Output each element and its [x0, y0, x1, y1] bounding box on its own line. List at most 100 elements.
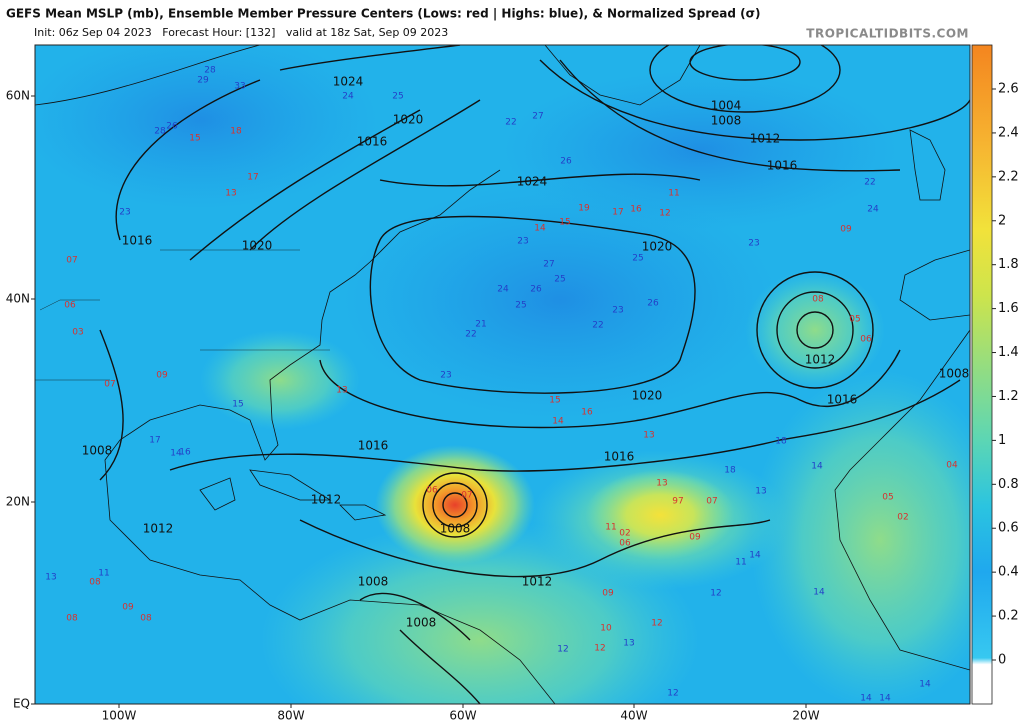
high-center: 14	[813, 588, 825, 598]
low-center: 02	[619, 529, 630, 539]
colorbar-label: 1.6	[998, 301, 1019, 316]
low-center: 09	[122, 603, 134, 613]
colorbar-label: 2.4	[998, 125, 1019, 140]
high-center: 26	[530, 285, 542, 295]
low-center: 16	[581, 408, 593, 418]
colorbar-label: 1	[998, 433, 1006, 448]
high-center: 17	[149, 436, 160, 446]
low-center: 08	[66, 614, 78, 624]
low-center: 06	[64, 301, 76, 311]
isobar-label: 1008	[440, 522, 471, 536]
high-center: 29	[197, 76, 209, 86]
isobar-label: 1008	[939, 367, 970, 381]
colorbar-label: 0.8	[998, 477, 1019, 492]
high-center: 13	[623, 639, 634, 649]
field-spread-high	[585, 470, 735, 560]
low-center: 17	[612, 208, 623, 218]
low-center: 12	[651, 619, 662, 629]
lat-label: EQ	[13, 697, 30, 711]
low-center: 08	[140, 614, 152, 624]
colorbar-label: 2.6	[998, 82, 1019, 97]
high-center: 13	[755, 487, 766, 497]
low-center: 11	[668, 189, 679, 199]
high-center: 24	[497, 285, 509, 295]
low-center: 14	[552, 417, 564, 427]
colorbar	[971, 44, 993, 705]
isobar-label: 1016	[357, 135, 388, 149]
subtitle: Init: 06z Sep 04 2023 Forecast Hour: [13…	[34, 26, 448, 39]
high-center: 22	[592, 321, 603, 331]
high-center: 24	[867, 205, 879, 215]
high-center: 26	[166, 122, 178, 132]
isobar-label: 1012	[522, 575, 553, 589]
high-center: 12	[557, 645, 568, 655]
colorbar-label: 0.4	[998, 565, 1019, 580]
isobar-label: 1012	[750, 132, 781, 146]
high-center: 25	[515, 301, 526, 311]
low-center: 18	[230, 127, 242, 137]
low-center: 15	[549, 396, 560, 406]
low-center: 15	[559, 218, 570, 228]
colorbar-label: 1.8	[998, 257, 1019, 272]
isobar-label: 1008	[711, 114, 742, 128]
low-center: 13	[336, 386, 347, 396]
high-center: 14	[170, 449, 182, 459]
low-center: 07	[706, 497, 717, 507]
isobar-label: 1020	[632, 389, 663, 403]
lat-label: 20N	[6, 495, 30, 509]
high-center: 14	[811, 462, 823, 472]
high-center: 23	[612, 306, 623, 316]
field-low-spread	[500, 70, 900, 230]
lon-label: 40W	[620, 709, 647, 723]
low-center: 09	[156, 371, 168, 381]
high-center: 21	[475, 320, 486, 330]
high-center: 33	[234, 82, 245, 92]
high-center: 12	[667, 689, 678, 699]
high-center: 24	[342, 92, 354, 102]
high-center: 27	[532, 112, 543, 122]
low-center: 97	[672, 497, 683, 507]
high-center: 23	[748, 239, 759, 249]
high-center: 14	[860, 694, 872, 704]
colorbar-label: 2.2	[998, 169, 1019, 184]
low-center: 06	[860, 335, 872, 345]
isobar-label: 1016	[767, 159, 798, 173]
high-center: 14	[749, 551, 761, 561]
colorbar-label: 0	[998, 653, 1006, 668]
low-center: 16	[630, 205, 642, 215]
high-center: 18	[724, 466, 736, 476]
isobar-label: 1024	[517, 175, 548, 189]
low-center: 17	[247, 173, 258, 183]
low-center: 03	[72, 328, 83, 338]
high-center: 14	[919, 680, 931, 690]
low-center: 07	[461, 491, 472, 501]
isobar-label: 1024	[333, 75, 364, 89]
low-center: 19	[578, 204, 590, 214]
high-center: 15	[232, 400, 243, 410]
isobar-label: 1012	[311, 493, 342, 507]
field-spread	[200, 330, 360, 430]
high-center: 12	[710, 589, 721, 599]
low-center: 09	[602, 589, 614, 599]
lon-label: 20W	[792, 709, 819, 723]
high-center: 25	[632, 254, 643, 264]
low-center: 09	[840, 225, 852, 235]
isobar-label: 1012	[143, 522, 174, 536]
coastlines	[35, 45, 970, 704]
lon-label: 60W	[449, 709, 476, 723]
low-center: 13	[643, 431, 654, 441]
low-center: 06	[426, 486, 438, 496]
low-center: 08	[812, 295, 824, 305]
isobar-label: 1008	[358, 575, 389, 589]
high-center: 22	[465, 330, 476, 340]
low-center: 07	[66, 256, 77, 266]
field-spread-max	[375, 445, 535, 565]
high-center: 11	[735, 558, 746, 568]
low-center: 13	[225, 189, 236, 199]
low-center: 05	[882, 493, 893, 503]
field-spread	[745, 270, 885, 390]
colorbar-label: 2	[998, 213, 1006, 228]
credit: TROPICALTIDBITS.COM	[806, 27, 969, 41]
lat-label: 40N	[6, 292, 30, 306]
